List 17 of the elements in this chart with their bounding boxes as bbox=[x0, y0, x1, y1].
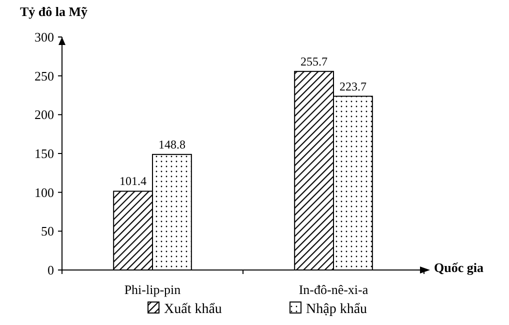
x-axis-title: Quốc gia bbox=[434, 260, 484, 275]
y-tick-label: 0 bbox=[48, 262, 54, 278]
data-label: 223.7 bbox=[339, 79, 366, 94]
legend-label: Xuất khẩu bbox=[164, 302, 222, 317]
y-tick-label: 200 bbox=[34, 107, 54, 122]
legend-label: Nhập khẩu bbox=[306, 302, 368, 317]
y-axis-title: Tỷ đô la Mỹ bbox=[20, 4, 88, 19]
y-tick-label: 300 bbox=[34, 30, 54, 45]
y-tick-label: 100 bbox=[34, 184, 54, 200]
data-label: 255.7 bbox=[300, 54, 328, 68]
y-tick-label: 150 bbox=[34, 146, 54, 162]
x-tick-label: Phi-lip-pin bbox=[124, 282, 182, 297]
data-label: 148.8 bbox=[158, 137, 186, 152]
y-tick-label: 250 bbox=[34, 68, 54, 84]
x-tick-label: In-đô-nê-xi-a bbox=[298, 282, 368, 297]
y-tick-label: 50 bbox=[41, 224, 54, 239]
data-label: 101.4 bbox=[120, 174, 147, 188]
